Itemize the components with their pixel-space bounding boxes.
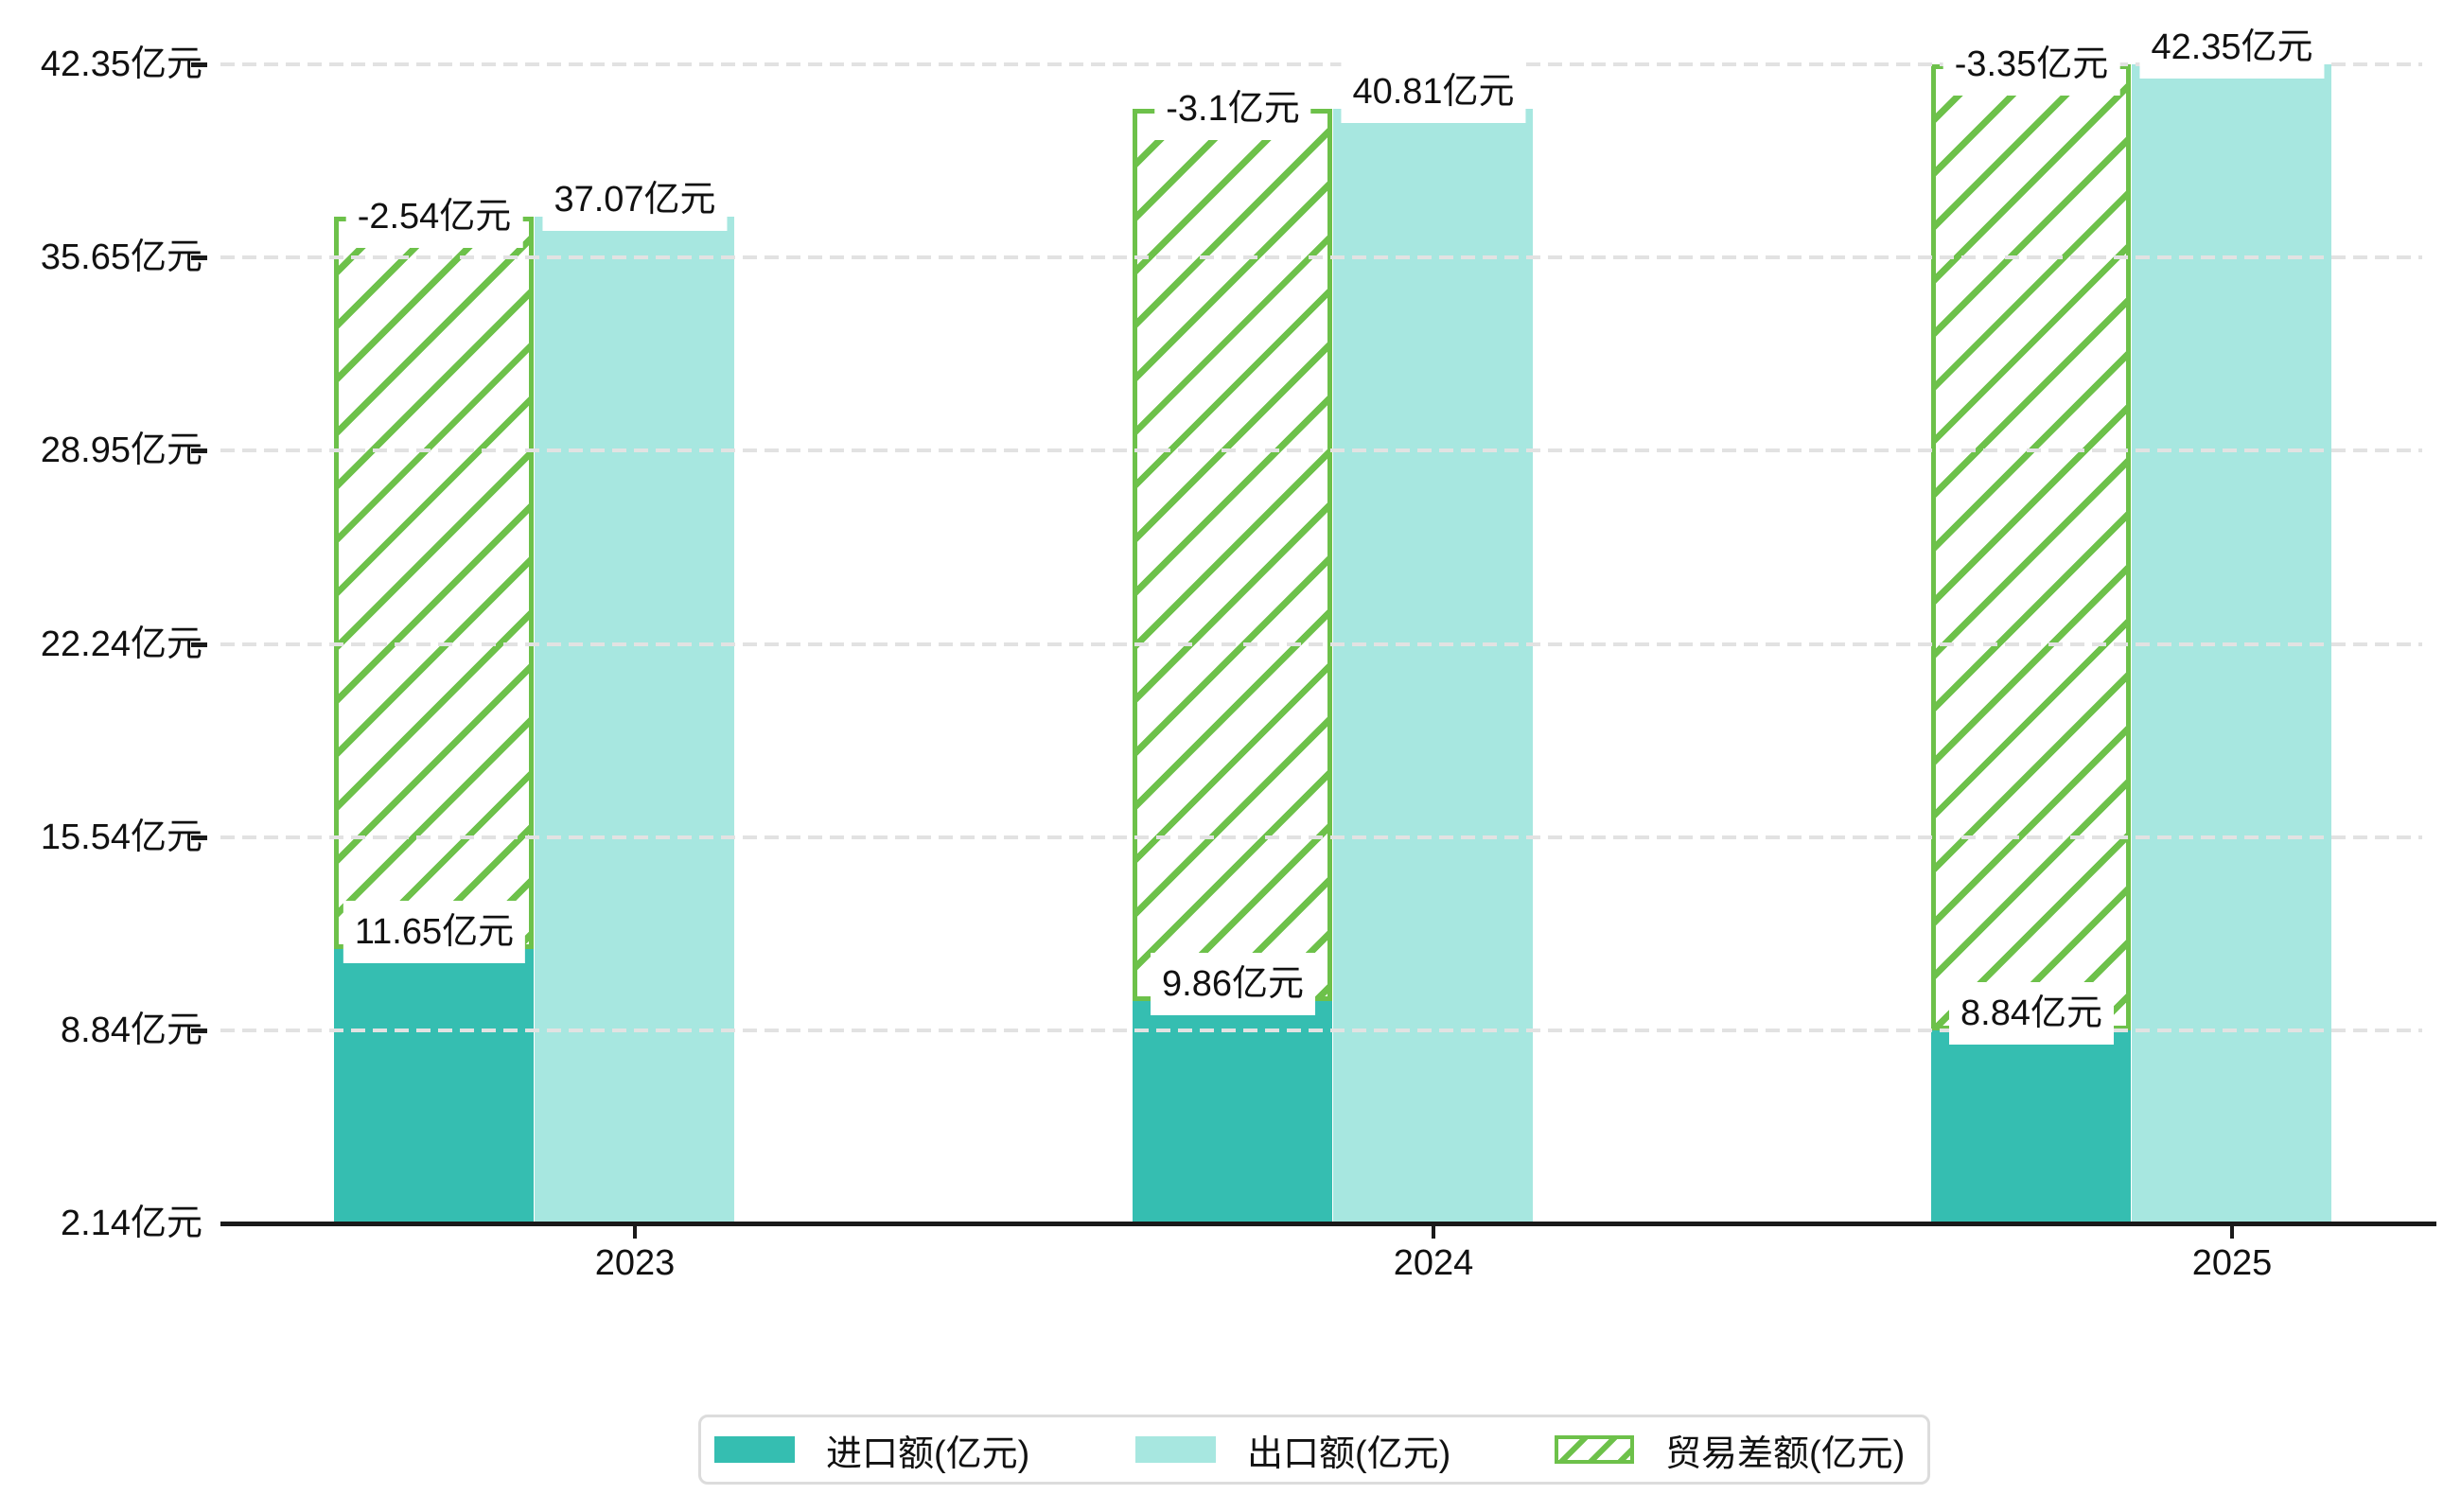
gridline bbox=[220, 62, 2422, 66]
y-tick-mark bbox=[191, 835, 207, 840]
y-tick-label: 8.84亿元 bbox=[61, 1011, 202, 1050]
import-bar bbox=[1931, 1030, 2131, 1223]
trade-balance-value-label: -2.54亿元 bbox=[345, 185, 523, 248]
gridline bbox=[220, 448, 2422, 452]
import-legend-swatch bbox=[714, 1436, 795, 1463]
import-bar bbox=[1133, 1001, 1332, 1223]
legend-item-label: 贸易差额(亿元) bbox=[1665, 1433, 1906, 1474]
export-value-label: 37.07亿元 bbox=[542, 168, 728, 231]
y-tick-label: 42.35亿元 bbox=[40, 44, 202, 84]
x-tick-label: 2025 bbox=[2191, 1243, 2273, 1283]
y-tick-label: 22.24亿元 bbox=[40, 624, 202, 664]
export-bar bbox=[535, 217, 734, 1223]
y-tick-mark bbox=[191, 1029, 207, 1033]
trade-balance-value-label: -3.35亿元 bbox=[1942, 33, 2120, 96]
export-bar bbox=[1333, 109, 1533, 1223]
trade-balance-bar bbox=[1133, 109, 1332, 1001]
y-tick-label: 28.95亿元 bbox=[40, 431, 202, 470]
trade-balance-legend-swatch bbox=[1555, 1435, 1634, 1464]
x-tick-mark bbox=[2230, 1225, 2234, 1239]
import-bar bbox=[334, 949, 534, 1223]
y-tick-mark bbox=[191, 448, 207, 453]
legend-item: 出口额(亿元) bbox=[1135, 1415, 1450, 1485]
x-tick-mark bbox=[1432, 1225, 1435, 1239]
export-legend-swatch bbox=[1135, 1436, 1216, 1463]
y-tick-label: 35.65亿元 bbox=[40, 237, 202, 277]
legend-item-label: 出口额(亿元) bbox=[1247, 1433, 1451, 1474]
trade-balance-value-label: -3.1亿元 bbox=[1154, 78, 1311, 140]
legend-item-label: 进口额(亿元) bbox=[826, 1433, 1030, 1474]
import-value-label: 8.84亿元 bbox=[1949, 982, 2114, 1045]
x-tick-mark bbox=[633, 1225, 637, 1239]
y-tick-label: 15.54亿元 bbox=[40, 818, 202, 857]
y-tick-mark bbox=[191, 255, 207, 260]
y-tick-mark bbox=[191, 642, 207, 647]
legend bbox=[698, 1415, 1930, 1485]
x-tick-label: 2024 bbox=[1393, 1243, 1474, 1283]
trade-balance-bar bbox=[334, 217, 534, 949]
gridline bbox=[220, 1029, 2422, 1032]
export-value-label: 40.81亿元 bbox=[1341, 61, 1526, 123]
gridline bbox=[220, 835, 2422, 839]
trade-balance-bar bbox=[1931, 64, 2131, 1030]
gridline bbox=[220, 255, 2422, 259]
gridline bbox=[220, 642, 2422, 646]
import-value-label: 9.86亿元 bbox=[1151, 953, 1315, 1015]
export-value-label: 42.35亿元 bbox=[2139, 16, 2325, 79]
x-axis-line bbox=[220, 1222, 2436, 1226]
import-value-label: 11.65亿元 bbox=[343, 901, 526, 963]
legend-item: 进口额(亿元) bbox=[714, 1415, 1029, 1485]
legend-item: 贸易差额(亿元) bbox=[1555, 1415, 1905, 1485]
y-tick-mark bbox=[191, 62, 207, 67]
x-tick-label: 2023 bbox=[594, 1243, 676, 1283]
y-tick-label: 2.14亿元 bbox=[61, 1204, 202, 1243]
